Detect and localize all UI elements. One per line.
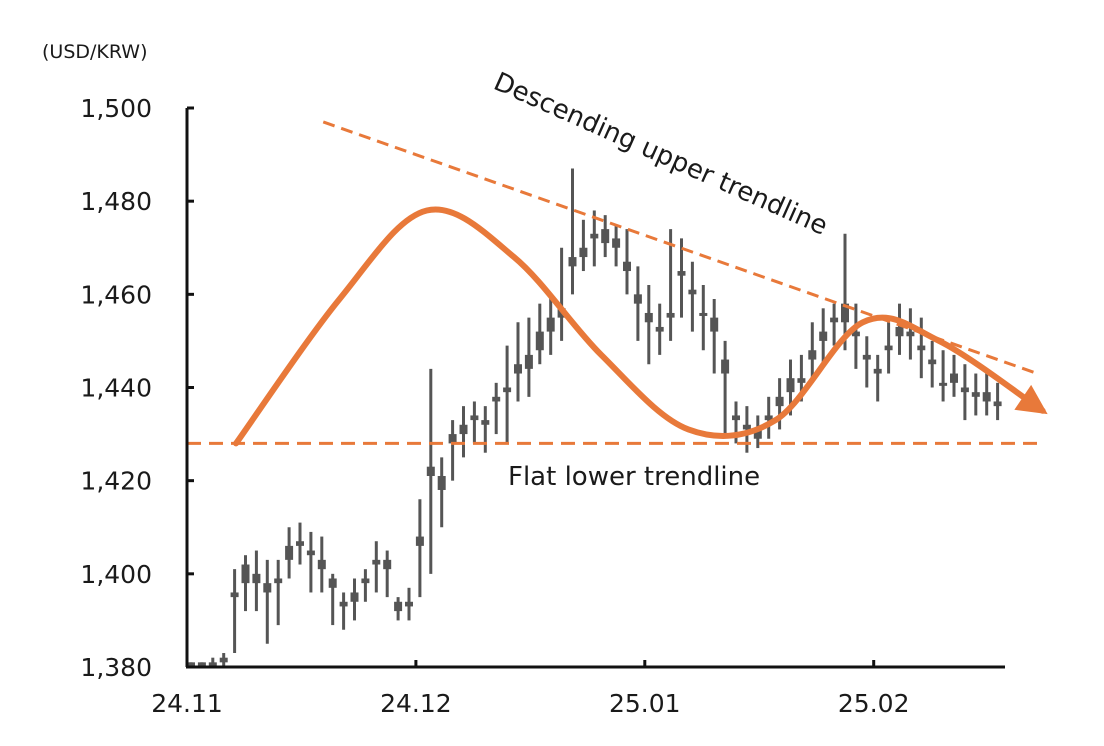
candle-body	[208, 662, 217, 667]
x-tick-labels: 24.11 24.12 25.01 25.02	[151, 689, 909, 718]
candle-body	[699, 312, 708, 316]
trendlines	[187, 120, 1048, 447]
candle-body	[296, 541, 304, 546]
candle-body	[895, 326, 904, 337]
candle-body	[524, 354, 533, 369]
candle-body	[535, 331, 544, 351]
candle-body	[426, 466, 435, 477]
candle-body	[274, 578, 283, 584]
axes	[185, 106, 1005, 669]
candle-body	[851, 331, 860, 337]
candle-body	[317, 559, 326, 570]
candle-body	[688, 289, 697, 295]
candle-body	[285, 545, 294, 560]
candle-body	[459, 424, 468, 435]
candle-body	[819, 331, 828, 341]
candle-body	[655, 326, 664, 332]
y-tick-label: 1,480	[80, 187, 152, 216]
y-tick-labels: 1,380 1,400 1,420 1,440 1,460 1,480 1,500	[80, 94, 152, 682]
candle-body	[546, 317, 555, 332]
candle-body	[263, 583, 272, 593]
candle-body	[219, 657, 228, 663]
candle-body	[415, 536, 424, 546]
candle-body	[721, 359, 730, 374]
candle-body	[230, 592, 239, 598]
candle-body	[884, 345, 893, 351]
candle-body	[470, 415, 479, 421]
candle-body	[841, 303, 849, 323]
y-tick-label: 1,380	[80, 653, 152, 682]
candle-body	[437, 476, 446, 490]
candle-body	[666, 312, 675, 318]
candle-body	[372, 559, 381, 565]
candle-body	[873, 368, 882, 374]
candle-body	[252, 573, 261, 584]
candle-body	[612, 238, 621, 248]
upper-trendline-label: Descending upper trendline	[489, 67, 832, 242]
candle-body	[383, 559, 392, 570]
candle-body	[328, 578, 337, 588]
y-tick-label: 1,440	[80, 374, 152, 403]
candle-body	[633, 294, 642, 304]
candle-body	[982, 392, 991, 402]
y-tick-label: 1,420	[80, 467, 152, 496]
candle-body	[568, 257, 577, 267]
candle-body	[775, 396, 784, 407]
candle-body	[764, 415, 773, 421]
candle-body	[906, 331, 915, 337]
y-unit-label: (USD/KRW)	[42, 41, 148, 63]
candle-body	[187, 662, 195, 667]
x-tick-label: 25.01	[609, 689, 681, 718]
candle-body	[939, 382, 948, 386]
candle-body	[644, 312, 653, 323]
candle-body	[361, 578, 370, 584]
x-tick-label: 24.11	[151, 689, 223, 718]
candle-body	[503, 387, 512, 393]
candles	[187, 168, 1002, 667]
candle-body	[590, 233, 599, 239]
candle-body	[786, 378, 795, 393]
candle-body	[960, 387, 969, 393]
x-tick-label: 24.12	[380, 689, 452, 718]
candle-body	[492, 396, 501, 402]
candle-body	[862, 354, 871, 360]
candle-body	[339, 601, 348, 607]
y-tick-label: 1,500	[80, 94, 152, 123]
candle-body	[677, 271, 686, 276]
lower-trendline-label: Flat lower trendline	[508, 462, 760, 492]
candle-body	[579, 247, 588, 258]
x-tick-label: 25.02	[838, 689, 910, 718]
candle-body	[797, 378, 806, 383]
y-tick-label: 1,400	[80, 560, 152, 589]
candle-body	[950, 373, 958, 383]
candle-body	[601, 229, 610, 244]
candle-body	[197, 662, 206, 667]
candle-body	[514, 364, 522, 374]
candle-body	[993, 401, 1002, 407]
y-tick-label: 1,460	[80, 280, 152, 309]
candle-body	[928, 359, 937, 365]
candle-body	[710, 317, 719, 332]
candle-body	[350, 592, 359, 602]
candle-body	[306, 550, 315, 556]
candle-body	[481, 420, 490, 425]
candle-body	[241, 564, 250, 584]
candle-body	[448, 434, 457, 444]
candle-body	[394, 601, 403, 612]
candle-body	[808, 350, 817, 360]
candle-body	[830, 317, 839, 323]
movement-arrow-curve	[233, 206, 1046, 447]
candle-body	[917, 345, 926, 351]
candle-body	[623, 261, 631, 272]
arrow-head-icon	[1014, 384, 1048, 415]
candle-body	[405, 601, 413, 607]
candle-body	[732, 415, 740, 421]
candle-body	[753, 429, 762, 439]
candle-body	[971, 392, 980, 397]
candle-body	[742, 424, 751, 430]
